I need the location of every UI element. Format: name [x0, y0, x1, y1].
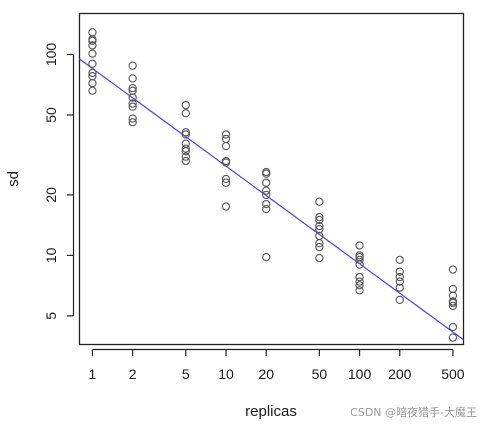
data-point	[448, 301, 458, 311]
data-point	[88, 79, 97, 88]
data-point	[262, 167, 271, 177]
data-point	[221, 141, 231, 151]
data-point	[395, 267, 404, 276]
data-point	[315, 242, 324, 252]
data-point	[181, 152, 190, 161]
data-point	[181, 100, 190, 110]
data-point	[88, 28, 97, 37]
data-point	[355, 241, 364, 250]
data-point	[128, 114, 137, 123]
data-point	[448, 265, 458, 274]
y-tick-label: 5	[43, 312, 59, 320]
data-point	[315, 212, 324, 222]
data-point	[262, 204, 271, 214]
x-tick-label: 20	[258, 366, 274, 382]
watermark: CSDN @暗夜猎手-大魔王	[350, 406, 477, 419]
x-tick-label: 500	[441, 366, 465, 382]
data-point	[181, 144, 190, 153]
y-tick-label: 50	[43, 107, 59, 123]
data-point	[221, 134, 231, 144]
data-point	[262, 169, 271, 178]
data-point	[262, 186, 271, 195]
data-point	[448, 322, 458, 332]
data-point	[88, 49, 97, 58]
data-point	[128, 102, 137, 111]
data-point	[128, 74, 137, 83]
data-point	[128, 93, 137, 102]
y-tick-label: 100	[43, 43, 59, 67]
x-tick-label: 2	[129, 366, 137, 382]
data-point	[181, 128, 190, 137]
data-point	[262, 178, 271, 187]
data-point	[355, 260, 364, 269]
data-point	[315, 215, 324, 225]
data-point	[262, 252, 271, 262]
data-point	[128, 99, 137, 108]
data-point	[355, 281, 364, 290]
x-tick-label: 10	[218, 366, 234, 382]
fit-line-layer	[79, 58, 464, 341]
data-point	[262, 190, 271, 200]
y-axis: 5 10 20 50 100	[43, 43, 75, 320]
data-point	[355, 272, 364, 282]
data-point	[181, 130, 190, 139]
data-point	[88, 36, 97, 45]
data-point	[395, 255, 404, 264]
data-point	[395, 295, 404, 305]
data-point	[181, 156, 190, 166]
data-point	[315, 253, 324, 263]
data-point	[88, 41, 97, 50]
data-point	[221, 158, 231, 167]
regression-line	[79, 58, 464, 341]
data-point	[88, 59, 97, 68]
data-point	[448, 298, 458, 308]
data-point	[221, 174, 231, 184]
y-tick-label: 20	[43, 187, 59, 203]
data-point	[355, 277, 364, 286]
y-tick-label: 10	[43, 247, 59, 263]
x-tick-label: 1	[89, 366, 97, 382]
x-tick-label: 100	[348, 366, 372, 382]
data-point	[221, 202, 231, 211]
x-axis: 1 2 5 10 20 50 100 200 500	[89, 348, 465, 382]
data-point	[262, 199, 271, 209]
y-axis-title: sd	[5, 171, 22, 187]
x-tick-label: 200	[388, 366, 412, 382]
data-point	[88, 68, 97, 78]
data-point	[128, 118, 137, 127]
data-point	[395, 272, 404, 282]
data-point	[315, 197, 324, 206]
data-point	[395, 283, 404, 292]
data-point	[88, 86, 97, 95]
x-tick-label: 5	[182, 366, 190, 382]
data-point	[355, 255, 364, 264]
data-point	[181, 147, 190, 156]
data-point	[221, 178, 231, 187]
plot-frame	[78, 12, 465, 346]
x-tick-label: 50	[312, 366, 328, 382]
data-point	[315, 239, 324, 248]
points-layer	[88, 28, 458, 342]
data-point	[315, 221, 324, 231]
data-point	[221, 130, 231, 139]
data-point	[181, 109, 190, 118]
data-point	[128, 84, 137, 93]
data-point	[448, 333, 458, 342]
data-point	[395, 277, 404, 286]
data-point	[128, 61, 137, 70]
x-axis-title: replicas	[245, 403, 297, 420]
data-point	[355, 286, 364, 295]
